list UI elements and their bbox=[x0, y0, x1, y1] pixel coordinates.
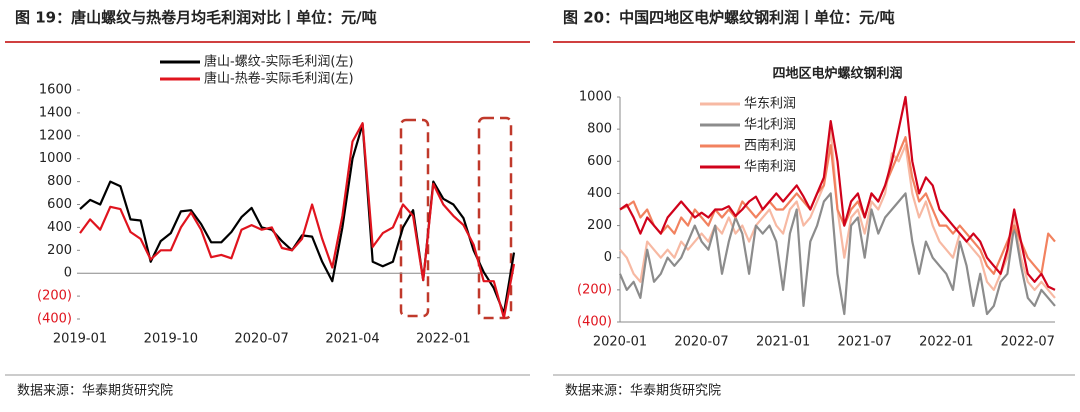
legend-label: 华北利润 bbox=[744, 118, 796, 133]
legend-label: 西南利润 bbox=[744, 138, 796, 154]
x-tick-label: 2020-01 bbox=[593, 335, 647, 350]
y-tick-label: 200 bbox=[587, 218, 612, 233]
y-tick-label: 600 bbox=[587, 154, 612, 169]
series-line bbox=[619, 95, 1056, 291]
y-tick-label: (400) bbox=[37, 312, 72, 327]
x-tick-label: 2022-01 bbox=[919, 335, 973, 350]
y-tick-label: 600 bbox=[47, 197, 72, 212]
legend-label: 华东利润 bbox=[744, 97, 796, 112]
x-tick-label: 2022-01 bbox=[416, 332, 470, 347]
series-line bbox=[79, 122, 516, 319]
x-tick-label: 2020-07 bbox=[674, 335, 728, 350]
legend-label: 唐山-螺纹-实际毛利润(左) bbox=[204, 54, 354, 70]
x-tick-label: 2019-10 bbox=[144, 332, 198, 347]
y-tick-label: (400) bbox=[577, 315, 612, 330]
highlight-box bbox=[399, 118, 430, 318]
series-line bbox=[618, 192, 1056, 316]
y-tick-label: 1400 bbox=[39, 105, 72, 120]
legend-label: 华南利润 bbox=[744, 159, 796, 175]
y-tick-label: (200) bbox=[37, 289, 72, 304]
y-tick-label: 200 bbox=[47, 243, 72, 258]
y-tick-label: 800 bbox=[47, 174, 72, 189]
x-tick-label: 2019-01 bbox=[53, 332, 107, 347]
y-tick-label: 1000 bbox=[39, 151, 72, 166]
y-tick-label: 1000 bbox=[579, 90, 612, 105]
y-tick-label: (200) bbox=[577, 282, 612, 297]
y-tick-label: 1600 bbox=[39, 83, 72, 98]
y-tick-label: 0 bbox=[64, 266, 72, 281]
y-tick-label: 0 bbox=[604, 250, 612, 265]
y-tick-label: 800 bbox=[587, 122, 612, 137]
source: 数据来源：华泰期货研究院 bbox=[17, 383, 173, 399]
y-tick-label: 400 bbox=[587, 186, 612, 201]
y-tick-label: 400 bbox=[47, 220, 72, 235]
chart-title: 图 19：唐山螺纹与热卷月均毛利润对比丨单位：元/吨 bbox=[15, 9, 377, 27]
x-tick-label: 2021-04 bbox=[325, 332, 379, 347]
legend-label: 唐山-热卷-实际毛利润(左) bbox=[204, 71, 354, 87]
x-tick-label: 2020-07 bbox=[235, 332, 289, 347]
source: 数据来源：华泰期货研究院 bbox=[565, 383, 721, 399]
chart-title: 图 20：中国四地区电炉螺纹钢利润丨单位：元/吨 bbox=[563, 9, 895, 27]
y-tick-label: 1200 bbox=[39, 128, 72, 143]
x-tick-label: 2021-07 bbox=[838, 335, 892, 350]
x-tick-label: 2021-01 bbox=[756, 335, 810, 350]
x-tick-label: 2022-07 bbox=[1001, 335, 1055, 350]
subtitle: 四地区电炉螺纹钢利润 bbox=[772, 66, 902, 82]
